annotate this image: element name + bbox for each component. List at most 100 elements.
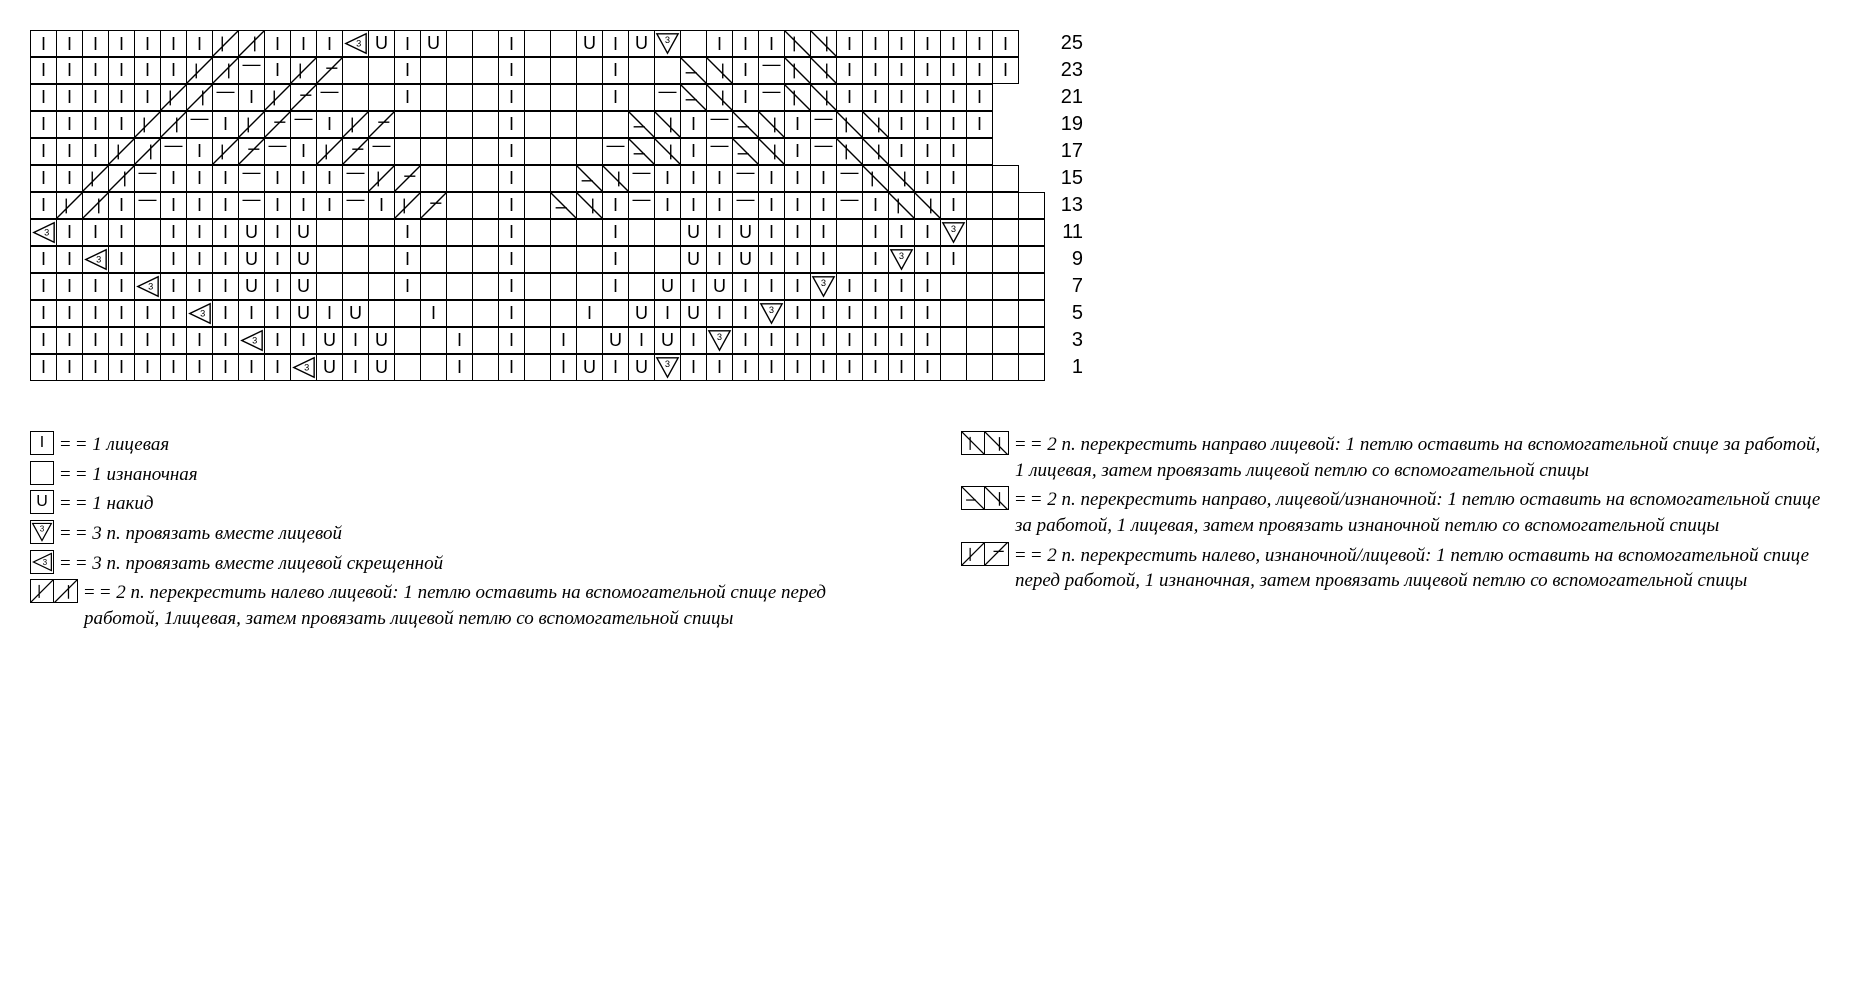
chart-cell — [420, 327, 447, 354]
chart-cell — [524, 246, 551, 273]
legend-item: == 2 п. перекрестить направо лицевой: 1 … — [961, 431, 1832, 483]
chart-cell — [446, 84, 473, 111]
chart-cell — [810, 30, 837, 57]
chart-cell — [810, 84, 837, 111]
chart-cell: I — [186, 30, 213, 57]
chart-cell — [368, 57, 395, 84]
chart-cell: I — [888, 300, 915, 327]
chart-cell — [472, 192, 499, 219]
chart-cell — [420, 138, 447, 165]
chart-cell: I — [888, 111, 915, 138]
chart-cell: — — [758, 57, 785, 84]
chart-cell: — — [186, 111, 213, 138]
chart-cell: — — [758, 84, 785, 111]
chart-cell: I — [264, 30, 291, 57]
chart-cell — [472, 354, 499, 381]
chart-cell — [290, 84, 317, 111]
legend-text: == 2 п. перекрестить налево лицевой: 1 п… — [84, 579, 901, 631]
chart-spacer — [1018, 165, 1045, 192]
chart-cell: I — [940, 30, 967, 57]
chart-cell: I — [758, 327, 785, 354]
chart-cell — [420, 84, 447, 111]
chart-cell — [628, 111, 655, 138]
chart-cell: I — [992, 57, 1019, 84]
svg-text:3: 3 — [43, 557, 48, 566]
chart-cell: I — [134, 354, 161, 381]
chart-cell: I — [30, 246, 57, 273]
chart-cell — [186, 57, 213, 84]
chart-cell — [836, 246, 863, 273]
chart-cell: 3 — [758, 300, 785, 327]
legend-text: == 1 накид — [60, 490, 153, 517]
chart-cell: I — [888, 138, 915, 165]
legend-symbol — [961, 542, 1009, 566]
chart-cell: U — [368, 354, 395, 381]
chart-cell: — — [628, 165, 655, 192]
chart-cell: I — [836, 30, 863, 57]
chart-cell: I — [186, 219, 213, 246]
chart-cell: I — [82, 57, 109, 84]
chart-cell — [238, 30, 265, 57]
chart-cell — [394, 111, 421, 138]
chart-cell — [446, 111, 473, 138]
chart-cell — [758, 111, 785, 138]
chart-cell: I — [56, 246, 83, 273]
chart-cell: I — [134, 300, 161, 327]
chart-row: IIII3IIIUIUIIIUIUIII3IIII7 — [30, 273, 1832, 300]
chart-cell: I — [654, 165, 681, 192]
chart-cell — [654, 57, 681, 84]
chart-cell — [446, 273, 473, 300]
chart-cell: — — [836, 165, 863, 192]
chart-cell: I — [784, 327, 811, 354]
chart-cell: I — [82, 354, 109, 381]
chart-cell: I — [914, 273, 941, 300]
chart-cell: I — [966, 111, 993, 138]
chart-cell — [940, 354, 967, 381]
chart-cell — [472, 84, 499, 111]
chart-cell: I — [758, 354, 785, 381]
chart-cell — [836, 219, 863, 246]
chart-cell: I — [602, 30, 629, 57]
chart-cell: I — [784, 219, 811, 246]
chart-cell: U — [238, 273, 265, 300]
chart-cell: I — [82, 84, 109, 111]
chart-cell: I — [784, 192, 811, 219]
chart-cell: I — [862, 246, 889, 273]
chart-cell: I — [264, 327, 291, 354]
chart-cell: U — [290, 273, 317, 300]
chart-cell: I — [82, 219, 109, 246]
chart-cell: I — [186, 165, 213, 192]
chart-cell: I — [498, 165, 525, 192]
chart-cell: I — [680, 138, 707, 165]
chart-cell — [784, 84, 811, 111]
chart-cell: U — [238, 219, 265, 246]
legend-symbol: 3 — [30, 520, 54, 544]
chart-cell: U — [706, 273, 733, 300]
chart-cell: — — [316, 84, 343, 111]
chart-cell — [472, 246, 499, 273]
chart-cell: I — [186, 246, 213, 273]
chart-cell: — — [654, 84, 681, 111]
chart-cell — [992, 192, 1019, 219]
chart-cell: I — [134, 327, 161, 354]
chart-cell: I — [732, 273, 759, 300]
chart-cell: I — [706, 165, 733, 192]
chart-cell — [654, 219, 681, 246]
chart-cell: I — [836, 354, 863, 381]
chart-cell: I — [30, 30, 57, 57]
chart-cell — [992, 273, 1019, 300]
chart-cell — [420, 273, 447, 300]
chart-cell: I — [576, 300, 603, 327]
chart-spacer — [992, 84, 1019, 111]
chart-cell — [446, 219, 473, 246]
chart-cell — [966, 273, 993, 300]
chart-cell: I — [602, 354, 629, 381]
chart-cell: U — [628, 30, 655, 57]
chart-cell — [524, 219, 551, 246]
chart-cell — [420, 57, 447, 84]
chart-cell: I — [784, 246, 811, 273]
chart-cell: — — [238, 192, 265, 219]
chart-cell — [550, 57, 577, 84]
legend-symbol — [30, 461, 54, 485]
chart-cell — [602, 111, 629, 138]
